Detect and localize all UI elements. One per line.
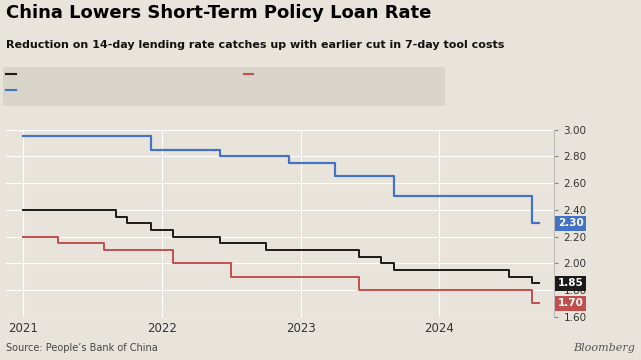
Text: Rate on 7-day reverse repurchase rate: Rate on 7-day reverse repurchase rate (255, 69, 440, 78)
Text: 1.70: 1.70 (558, 298, 583, 309)
Text: Bloomberg: Bloomberg (572, 343, 635, 353)
Text: Source: People’s Bank of China: Source: People’s Bank of China (6, 343, 158, 353)
Text: Rate on 1-year policy loans (MLF) on 8/26/24: Rate on 1-year policy loans (MLF) on 8/2… (18, 85, 231, 94)
Text: 2.30: 2.30 (558, 218, 583, 228)
Text: China Lowers Short-Term Policy Loan Rate: China Lowers Short-Term Policy Loan Rate (6, 4, 432, 22)
Text: Rate on 14-day reverse repurchase notes: Rate on 14-day reverse repurchase notes (18, 69, 215, 78)
Text: 1.85: 1.85 (558, 278, 583, 288)
Text: Reduction on 14-day lending rate catches up with earlier cut in 7-day tool costs: Reduction on 14-day lending rate catches… (6, 40, 504, 50)
